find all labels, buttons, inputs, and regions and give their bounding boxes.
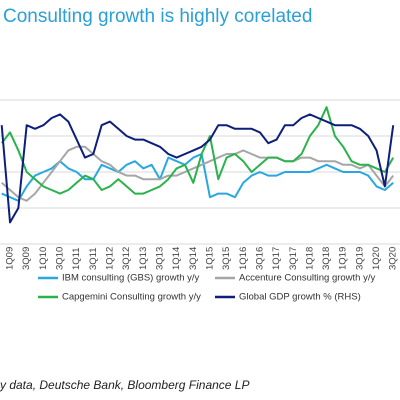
- series-line: [0, 113, 395, 224]
- legend-label: Accenture Consulting growth y/y: [239, 273, 375, 284]
- x-tick-label: 1Q10: [38, 247, 49, 270]
- x-tick-label: 3Q16: [254, 247, 265, 270]
- legend-label: Capgemini Consulting growth y/y: [62, 292, 201, 303]
- x-tick-label: 1Q19: [338, 247, 349, 270]
- x-tick-label: 3Q18: [321, 247, 332, 270]
- series-line: [1, 153, 394, 202]
- x-tick-label: 3Q19: [354, 247, 365, 270]
- x-tick-label: 3Q12: [121, 247, 132, 270]
- x-tick-label: 1Q17: [271, 247, 282, 270]
- x-tick-label: 3Q17: [288, 247, 299, 270]
- chart-title: Consulting growth is highly corelated: [3, 6, 312, 27]
- x-tick-label: 3Q15: [221, 247, 232, 270]
- x-tick-label: 3Q13: [154, 247, 165, 270]
- x-tick-label: 1Q12: [105, 247, 116, 270]
- x-tick-label: 3Q20: [388, 247, 399, 270]
- x-tick-label: 3Q10: [55, 247, 66, 270]
- source-note: y data, Deutsche Bank, Bloomberg Finance…: [0, 378, 249, 392]
- x-tick-label: 3Q14: [188, 247, 199, 270]
- x-tick-label: 1Q15: [204, 247, 215, 270]
- x-tick-label: 3Q11: [88, 247, 99, 270]
- x-tick-label: 1Q20: [371, 247, 382, 270]
- x-tick-label: 1Q13: [138, 247, 149, 270]
- x-tick-label: 1Q18: [304, 247, 315, 270]
- x-tick-label: 1Q09: [5, 247, 16, 270]
- series-line: [0, 106, 395, 195]
- legend-label: IBM consulting (GBS) growth y/y: [62, 273, 200, 284]
- x-tick-label: 1Q14: [171, 247, 182, 270]
- x-tick-label: 3Q09: [21, 247, 32, 270]
- legend-label: Global GDP growth % (RHS): [239, 292, 361, 303]
- x-tick-label: 1Q11: [71, 247, 82, 270]
- x-tick-label: 1Q16: [238, 247, 249, 270]
